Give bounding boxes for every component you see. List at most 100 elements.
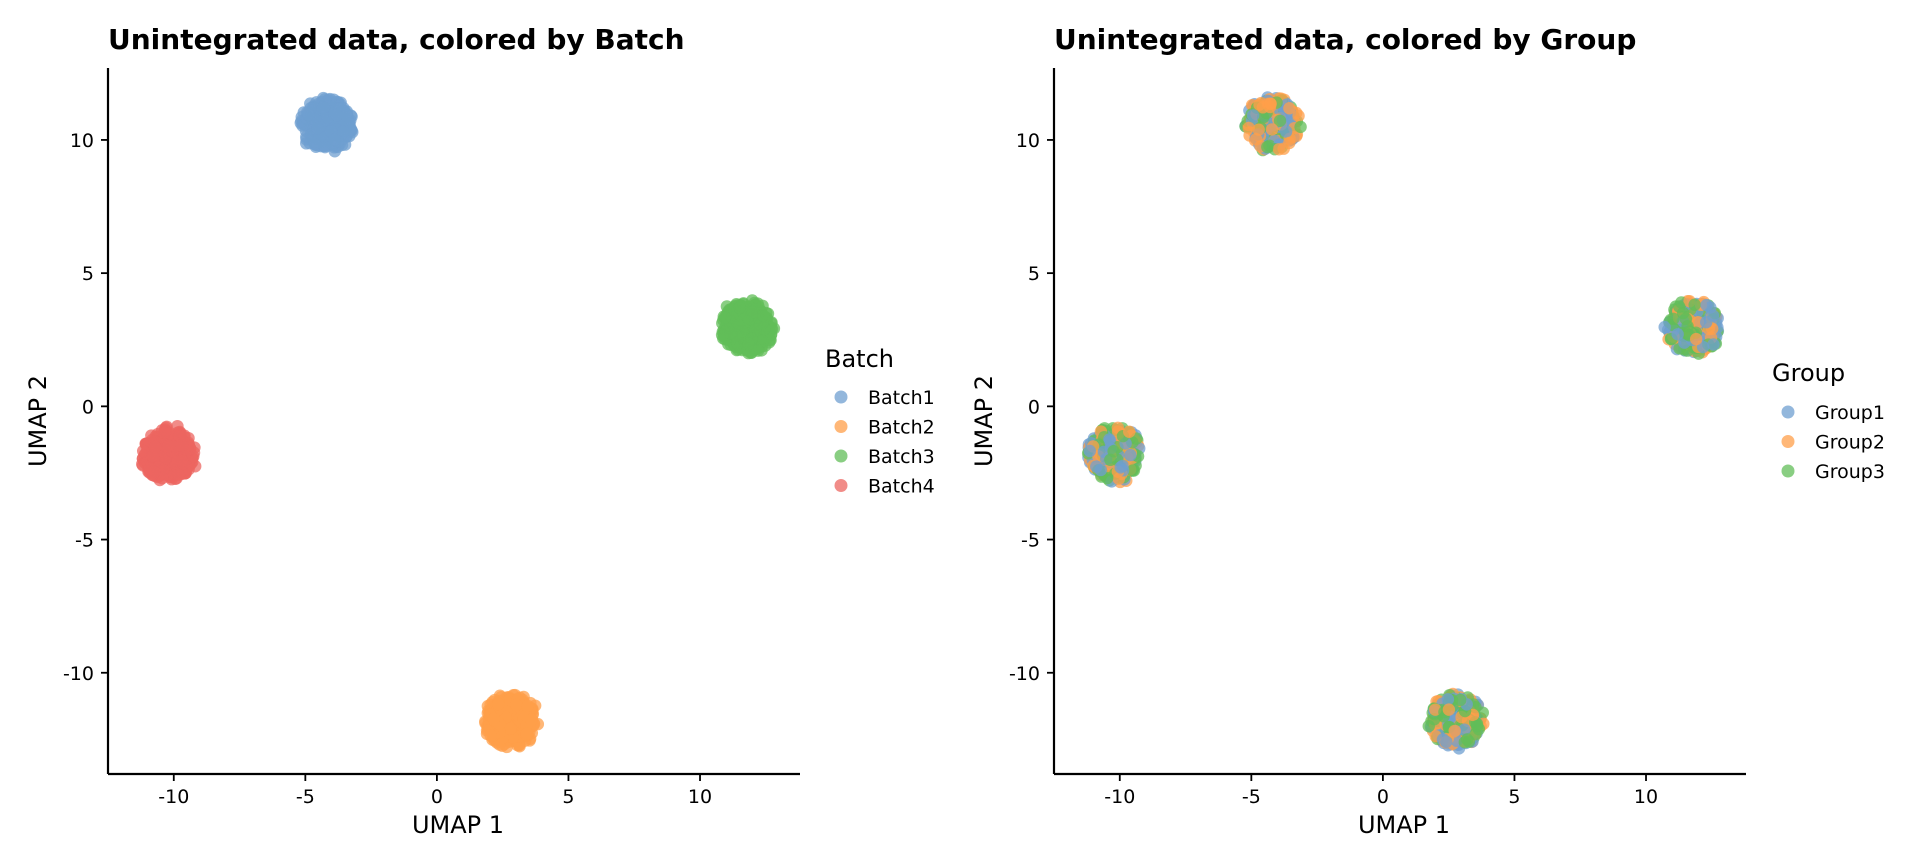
data-point-batch4 [136, 444, 150, 458]
x-tick-label: -10 [158, 786, 189, 808]
data-point-group1 [1094, 463, 1107, 477]
legend-label-batch4: Batch4 [868, 476, 935, 498]
y-axis-label: UMAP 2 [24, 375, 52, 467]
data-point-batch2 [525, 713, 538, 726]
data-point-group2 [1252, 123, 1265, 136]
x-tick-label: -10 [1104, 786, 1135, 808]
scatter-points [136, 91, 781, 754]
data-point-group2 [1249, 133, 1263, 146]
legend-title: Group [1772, 359, 1845, 387]
data-point-batch1 [330, 108, 344, 122]
data-point-batch4 [172, 468, 186, 481]
legend-label-batch3: Batch3 [868, 446, 935, 468]
data-point-group1 [1441, 693, 1455, 706]
data-point-batch3 [767, 322, 781, 335]
data-point-batch1 [328, 133, 341, 146]
data-point-group3 [1294, 120, 1307, 134]
x-axis-label: UMAP 1 [1358, 811, 1450, 839]
data-point-group1 [1246, 109, 1260, 122]
data-point-batch4 [158, 426, 171, 439]
legend-swatch-batch3 [834, 449, 848, 463]
data-point-batch1 [317, 101, 330, 114]
legend-swatch-group1 [1781, 405, 1795, 419]
data-point-group2 [1292, 109, 1305, 123]
data-point-group3 [1126, 464, 1139, 477]
chart-title: Unintegrated data, colored by Batch [108, 23, 685, 56]
x-tick-label: 5 [562, 786, 574, 808]
data-point-batch1 [311, 121, 324, 135]
y-tick-label: -10 [63, 663, 94, 685]
legend-swatch-batch2 [834, 420, 848, 433]
data-point-batch3 [724, 326, 737, 340]
data-point-group3 [1470, 719, 1484, 733]
data-point-group1 [1700, 298, 1713, 312]
y-tick-label: -10 [1009, 663, 1040, 685]
data-point-batch2 [510, 698, 523, 712]
y-tick-label: 5 [82, 263, 94, 285]
data-point-group2 [1689, 332, 1703, 346]
data-point-batch4 [148, 440, 162, 454]
data-point-batch4 [175, 454, 189, 468]
data-point-group3 [1454, 693, 1467, 707]
data-point-group2 [1283, 136, 1296, 150]
data-point-batch1 [296, 119, 309, 132]
data-point-batch1 [337, 125, 350, 139]
data-point-group2 [1264, 97, 1277, 110]
legend-label-group2: Group2 [1815, 432, 1885, 454]
x-tick-label: 0 [431, 786, 443, 808]
legend-label-batch2: Batch2 [868, 417, 935, 439]
data-point-batch3 [751, 344, 765, 357]
data-point-batch4 [162, 439, 175, 453]
data-point-batch3 [733, 301, 746, 314]
data-point-batch3 [746, 305, 760, 319]
data-point-group1 [1658, 320, 1671, 334]
y-tick-label: 5 [1028, 263, 1040, 285]
legend: Group Group1 Group2 Group3 [1772, 359, 1885, 483]
chart-title: Unintegrated data, colored by Group [1054, 23, 1636, 56]
data-point-group3 [1681, 320, 1694, 333]
chart-panel-1: Unintegrated data, colored by Batch -10 -5… [24, 23, 935, 839]
legend-title: Batch [825, 345, 894, 373]
y-tick-label: 0 [1028, 396, 1040, 418]
data-point-batch3 [757, 309, 770, 322]
y-tick-label: -5 [75, 530, 94, 552]
data-point-batch2 [492, 697, 505, 711]
data-point-batch1 [318, 139, 331, 152]
data-point-batch3 [742, 337, 755, 351]
data-point-batch3 [756, 299, 769, 313]
data-point-group1 [1440, 735, 1453, 749]
data-point-group3 [1104, 453, 1117, 467]
data-point-group1 [1707, 338, 1720, 351]
x-tick-label: -5 [1242, 786, 1261, 808]
data-point-batch2 [520, 727, 534, 740]
data-point-group3 [1273, 114, 1287, 127]
legend-swatch-group3 [1781, 464, 1795, 478]
data-point-batch2 [521, 699, 535, 712]
legend-swatch-group2 [1781, 435, 1795, 448]
data-point-group1 [1083, 444, 1096, 458]
data-point-group2 [1442, 703, 1456, 716]
data-point-batch2 [504, 722, 517, 735]
legend: Batch Batch1 Batch2 Batch3 Batch4 [825, 345, 935, 498]
legend-label-group3: Group3 [1815, 461, 1885, 483]
data-point-group1 [1114, 461, 1127, 474]
data-point-batch1 [308, 137, 321, 151]
legend-swatch-batch4 [834, 479, 848, 492]
scatter-points [1081, 91, 1725, 755]
data-point-group1 [1279, 125, 1293, 138]
x-tick-label: 10 [688, 786, 712, 808]
data-point-batch3 [718, 311, 731, 324]
y-tick-label: 10 [70, 130, 94, 152]
x-tick-label: -5 [296, 786, 315, 808]
y-axis-label: UMAP 2 [970, 375, 998, 467]
legend-swatch-batch1 [834, 390, 848, 404]
data-point-group3 [1261, 140, 1274, 154]
data-point-group2 [1242, 121, 1255, 135]
data-point-group2 [1265, 123, 1279, 136]
legend-label-group1: Group1 [1815, 402, 1885, 424]
x-tick-label: 0 [1377, 786, 1389, 808]
data-point-batch3 [731, 318, 745, 332]
data-point-group3 [1427, 712, 1441, 726]
data-point-batch2 [484, 729, 497, 742]
